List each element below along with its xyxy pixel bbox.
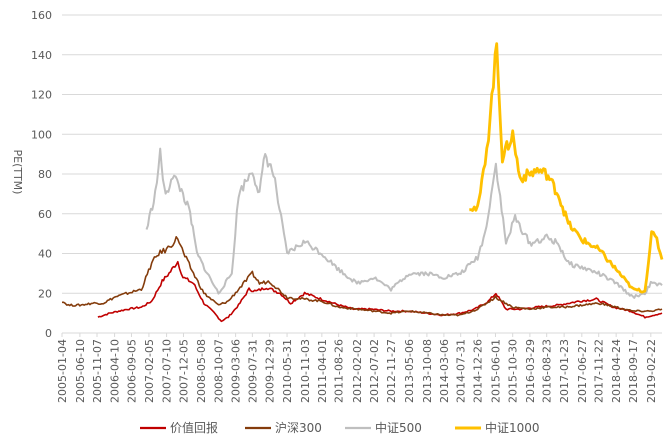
series-line-4 <box>469 42 664 294</box>
series-line-1 <box>97 260 663 323</box>
x-tick-label: 2014-07-31 <box>455 339 468 403</box>
x-axis-tick-labels: 2005-01-04 2005-06-10 2005-11-07 2006-04-10… <box>56 333 658 403</box>
series-lines <box>62 42 664 323</box>
x-tick-label: 2016-08-23 <box>541 339 554 403</box>
x-tick-label: 2013-10-08 <box>421 339 434 403</box>
x-tick-label: 2015-10-30 <box>507 339 520 403</box>
gridlines <box>62 14 662 294</box>
x-tick-label: 2007-12-05 <box>177 339 190 403</box>
x-tick-label: 2005-11-07 <box>91 339 104 403</box>
y-tick-label: 100 <box>31 128 52 141</box>
legend: 价值回报 沪深300 中证500 中证1000 <box>140 420 540 435</box>
legend-label: 中证1000 <box>485 420 540 435</box>
x-tick-label: 2012-07-02 <box>368 339 381 403</box>
y-tick-label: 120 <box>31 89 52 102</box>
legend-label: 沪深300 <box>275 421 322 435</box>
x-tick-label: 2006-09-05 <box>125 339 138 403</box>
x-tick-label: 2009-03-06 <box>230 339 243 403</box>
x-tick-label: 2005-01-04 <box>56 339 69 403</box>
y-axis-tick-labels: 0 20 40 60 80 100 120 140 160 <box>31 9 52 340</box>
x-tick-label: 2008-05-08 <box>195 339 208 403</box>
legend-label: 中证500 <box>375 420 422 435</box>
x-tick-label: 2009-07-31 <box>246 339 259 403</box>
legend-label: 价值回报 <box>170 420 218 435</box>
y-tick-label: 160 <box>31 9 52 22</box>
y-tick-label: 20 <box>38 287 52 300</box>
x-tick-label: 2014-03-06 <box>438 339 451 403</box>
x-tick-label: 2010-05-31 <box>281 339 294 403</box>
x-tick-label: 2013-05-06 <box>403 339 416 403</box>
x-tick-label: 2018-09-17 <box>627 339 640 403</box>
x-tick-label: 2007-07-10 <box>161 339 174 403</box>
x-tick-label: 2018-04-24 <box>610 339 623 403</box>
y-tick-label: 60 <box>38 208 52 221</box>
x-tick-label: 2008-10-07 <box>213 339 226 403</box>
y-axis-label: PE(TTM) <box>11 150 24 195</box>
x-tick-label: 2017-11-22 <box>593 339 606 403</box>
x-tick-label: 2006-04-10 <box>109 339 122 403</box>
y-tick-label: 0 <box>45 327 52 340</box>
x-tick-label: 2012-02-02 <box>351 339 364 403</box>
x-tick-label: 2017-06-27 <box>576 339 589 403</box>
x-tick-label: 2014-12-26 <box>472 339 485 403</box>
x-tick-label: 2009-12-29 <box>264 339 277 403</box>
x-tick-label: 2010-11-03 <box>299 339 312 403</box>
x-tick-label: 2005-06-10 <box>74 339 87 403</box>
x-tick-label: 2011-08-26 <box>333 339 346 403</box>
y-tick-label: 140 <box>31 49 52 62</box>
x-tick-label: 2012-11-27 <box>385 339 398 403</box>
series-line-2 <box>62 236 663 317</box>
x-tick-label: 2017-01-23 <box>558 339 571 403</box>
x-tick-label: 2019-02-22 <box>645 339 658 403</box>
x-tick-label: 2011-04-01 <box>316 339 329 403</box>
y-tick-label: 80 <box>38 168 52 181</box>
x-tick-label: 2015-06-01 <box>489 339 502 403</box>
x-tick-label: 2007-02-05 <box>143 339 156 403</box>
x-tick-label: 2016-03-29 <box>524 339 537 403</box>
y-tick-label: 40 <box>38 248 52 261</box>
series-line-3 <box>145 147 663 299</box>
